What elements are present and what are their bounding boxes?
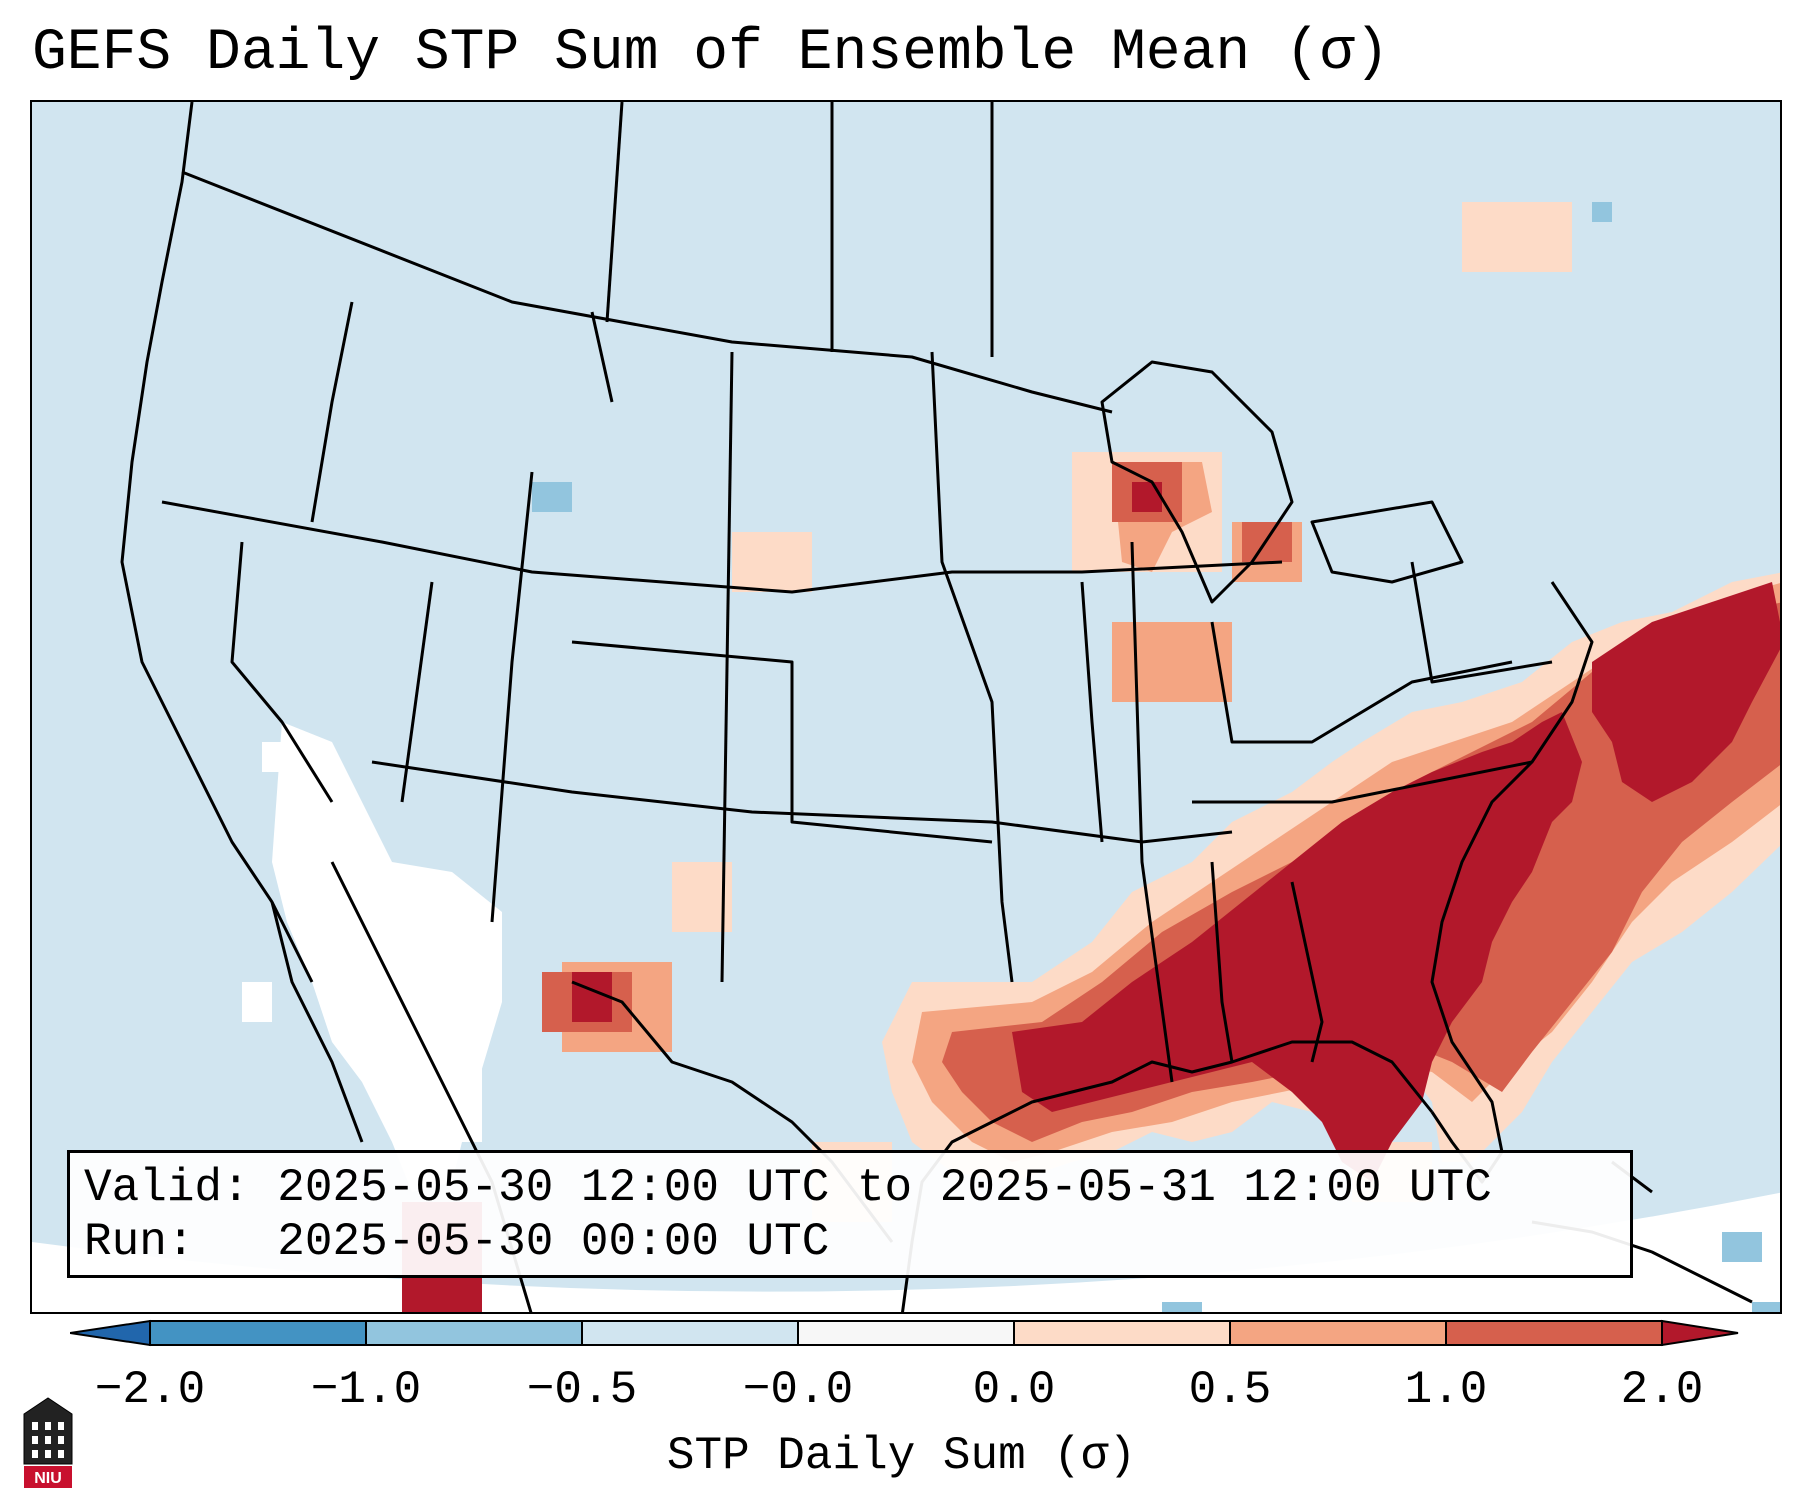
- chart-title: GEFS Daily STP Sum of Ensemble Mean (σ): [32, 21, 1390, 86]
- colorbar-ticks: [149, 1321, 1663, 1345]
- run-row: Run: 2025-05-30 00:00 UTC: [84, 1215, 1616, 1269]
- colorbar-tick-label: 0.0: [972, 1364, 1056, 1416]
- valid-row: Valid: 2025-05-30 12:00 UTC to 2025-05-3…: [84, 1161, 1616, 1215]
- colorbar-bin: [1230, 1321, 1446, 1345]
- colorbar-bin: [798, 1321, 1014, 1345]
- colorbar-tick-label: 1.0: [1404, 1364, 1488, 1416]
- logo-text: NIU: [34, 1470, 62, 1487]
- colorbar-bin: [150, 1321, 366, 1345]
- colorbar-bin: [366, 1321, 582, 1345]
- colorbar-min-extend: [70, 1319, 151, 1347]
- colorbar-tick-label: −0.5: [526, 1364, 638, 1416]
- colorbar-tick-label: −1.0: [310, 1364, 422, 1416]
- niu-logo: NIU: [23, 1397, 73, 1488]
- colorbar-bin: [1446, 1321, 1662, 1345]
- colorbar-max-extend: [1661, 1319, 1739, 1347]
- light-blue-areas: [532, 202, 1780, 1312]
- colorbar-tick-label: −2.0: [94, 1364, 206, 1416]
- colorbar-tick-label: 0.5: [1188, 1364, 1272, 1416]
- neutral-areas: [242, 722, 502, 1192]
- colorbar: [70, 1319, 1739, 1347]
- colorbar-bin: [582, 1321, 798, 1345]
- domain-edge: [32, 1192, 1780, 1312]
- run-value: 2025-05-30 00:00 UTC: [277, 1216, 830, 1268]
- map-canvas: [32, 102, 1780, 1312]
- valid-label: Valid:: [84, 1162, 250, 1214]
- colorbar-label: STP Daily Sum (σ): [666, 1430, 1137, 1482]
- colorbar-bin: [1014, 1321, 1230, 1345]
- map-panel: [30, 100, 1782, 1314]
- run-label: Run:: [84, 1216, 195, 1268]
- valid-time-box: Valid: 2025-05-30 12:00 UTC to 2025-05-3…: [67, 1150, 1633, 1278]
- valid-value: 2025-05-30 12:00 UTC to 2025-05-31 12:00…: [277, 1162, 1492, 1214]
- colorbar-tick-label: −0.0: [742, 1364, 854, 1416]
- colorbar-tick-label: 2.0: [1620, 1364, 1704, 1416]
